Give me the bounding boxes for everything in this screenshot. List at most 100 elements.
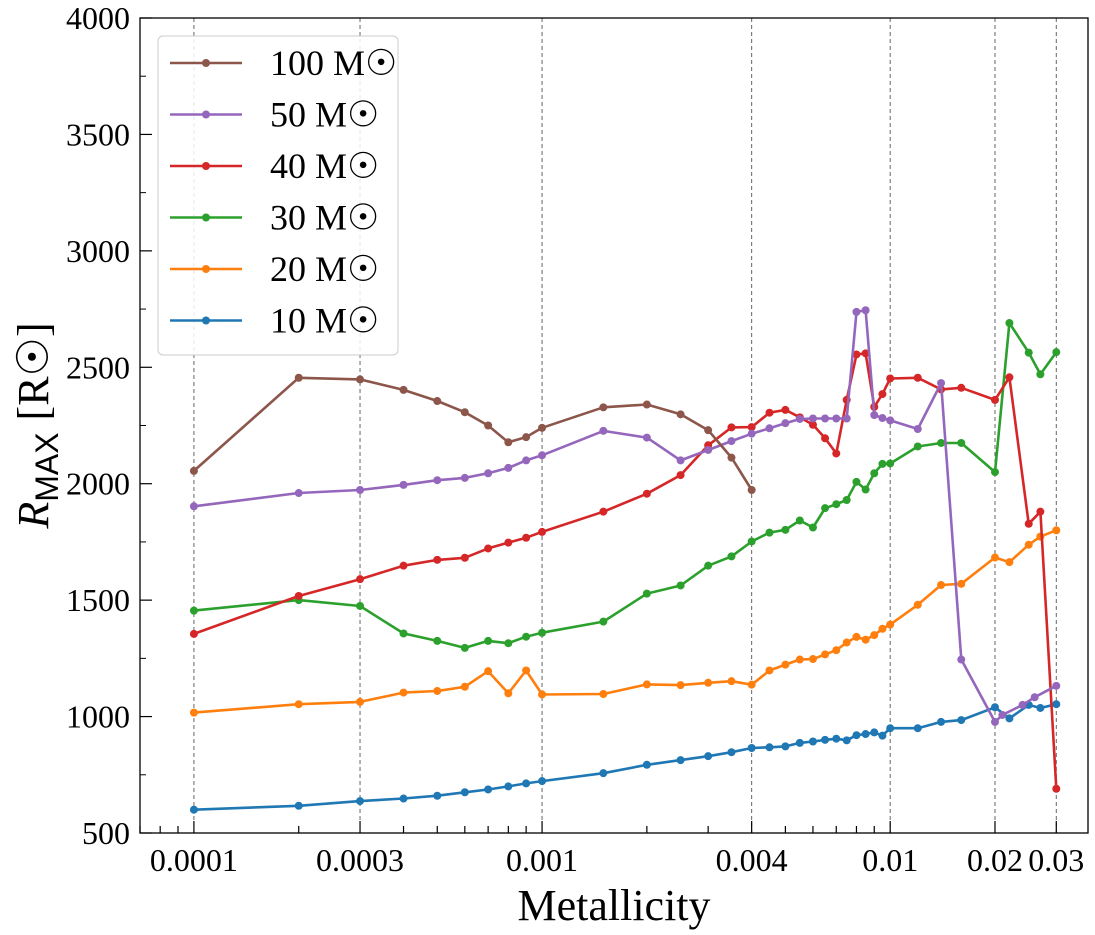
legend-item: 20 M☉	[170, 249, 379, 289]
x-tick-label: 0.0001	[150, 842, 238, 878]
data-point	[990, 553, 999, 562]
data-point	[878, 731, 887, 740]
data-point	[504, 538, 513, 547]
legend-label: 40 M☉	[270, 146, 379, 186]
series-4	[189, 526, 1061, 717]
data-point	[399, 688, 408, 697]
data-point	[294, 591, 303, 600]
series-line	[193, 376, 753, 491]
data-point	[599, 617, 608, 626]
data-point	[294, 801, 303, 810]
data-point	[676, 410, 685, 419]
data-point	[832, 500, 841, 509]
data-point	[433, 636, 442, 645]
x-axis-title: Metallicity	[517, 881, 710, 930]
legend-item: 30 M☉	[170, 198, 379, 238]
x-tick-label: 0.001	[506, 842, 578, 878]
data-point	[704, 752, 713, 761]
data-point	[937, 438, 946, 447]
data-point	[538, 451, 547, 460]
data-point	[599, 769, 608, 778]
data-point	[832, 449, 841, 458]
y-title-unit: [R☉]	[9, 322, 58, 420]
data-point	[870, 728, 879, 737]
data-point	[852, 632, 861, 641]
data-point	[861, 485, 870, 494]
series-layer	[189, 306, 1061, 814]
data-point	[356, 486, 365, 495]
data-point	[599, 507, 608, 516]
data-point	[990, 703, 999, 712]
data-point	[808, 523, 817, 532]
data-point	[861, 730, 870, 739]
data-point	[832, 734, 841, 743]
data-point	[399, 629, 408, 638]
data-point	[861, 349, 870, 358]
data-point	[356, 601, 365, 610]
data-point	[356, 375, 365, 384]
data-point	[460, 408, 469, 417]
legend-label: 10 M☉	[270, 301, 379, 341]
legend-item: 10 M☉	[170, 301, 379, 341]
data-point	[747, 680, 756, 689]
data-point	[852, 477, 861, 486]
data-point	[878, 459, 887, 468]
y-tick-label: 2000	[66, 466, 130, 502]
data-point	[795, 414, 804, 423]
data-point	[356, 797, 365, 806]
data-point	[990, 468, 999, 477]
data-point	[538, 527, 547, 536]
data-point	[599, 426, 608, 435]
y-tick-label: 1500	[66, 582, 130, 618]
data-point	[727, 423, 736, 432]
data-point	[189, 805, 198, 814]
data-point	[1005, 558, 1014, 567]
data-point	[704, 445, 713, 454]
data-point	[433, 476, 442, 485]
data-point	[460, 473, 469, 482]
data-point	[1036, 703, 1045, 712]
data-point	[870, 411, 879, 420]
y-tick-label: 3000	[66, 233, 130, 269]
data-point	[795, 655, 804, 664]
data-point	[913, 724, 922, 733]
y-title-symbol: R	[9, 502, 58, 530]
data-point	[727, 677, 736, 686]
data-point	[957, 579, 966, 588]
data-point	[189, 629, 198, 638]
data-point	[913, 424, 922, 433]
data-point	[399, 480, 408, 489]
data-point	[821, 650, 830, 659]
data-point	[599, 403, 608, 412]
data-point	[765, 743, 774, 752]
legend-swatch-marker	[202, 162, 210, 170]
legend-label: 20 M☉	[270, 249, 379, 289]
data-point	[913, 600, 922, 609]
data-point	[747, 429, 756, 438]
data-point	[1018, 700, 1027, 709]
data-point	[504, 782, 513, 791]
series-5	[189, 700, 1061, 814]
data-point	[1024, 540, 1033, 549]
y-tick-label: 1000	[66, 699, 130, 735]
data-point	[990, 395, 999, 404]
data-point	[886, 459, 895, 468]
x-tick-label: 0.02	[967, 842, 1023, 878]
data-point	[1052, 348, 1061, 357]
data-point	[852, 350, 861, 359]
data-point	[504, 639, 513, 648]
data-point	[765, 424, 774, 433]
legend-swatch-marker	[202, 316, 210, 325]
data-point	[1005, 714, 1014, 723]
data-point	[821, 414, 830, 423]
data-point	[878, 390, 887, 399]
data-point	[642, 433, 651, 442]
data-point	[781, 419, 790, 428]
data-point	[704, 426, 713, 435]
data-point	[957, 655, 966, 664]
data-point	[878, 414, 887, 423]
data-point	[433, 686, 442, 695]
data-point	[747, 537, 756, 546]
data-point	[642, 680, 651, 689]
